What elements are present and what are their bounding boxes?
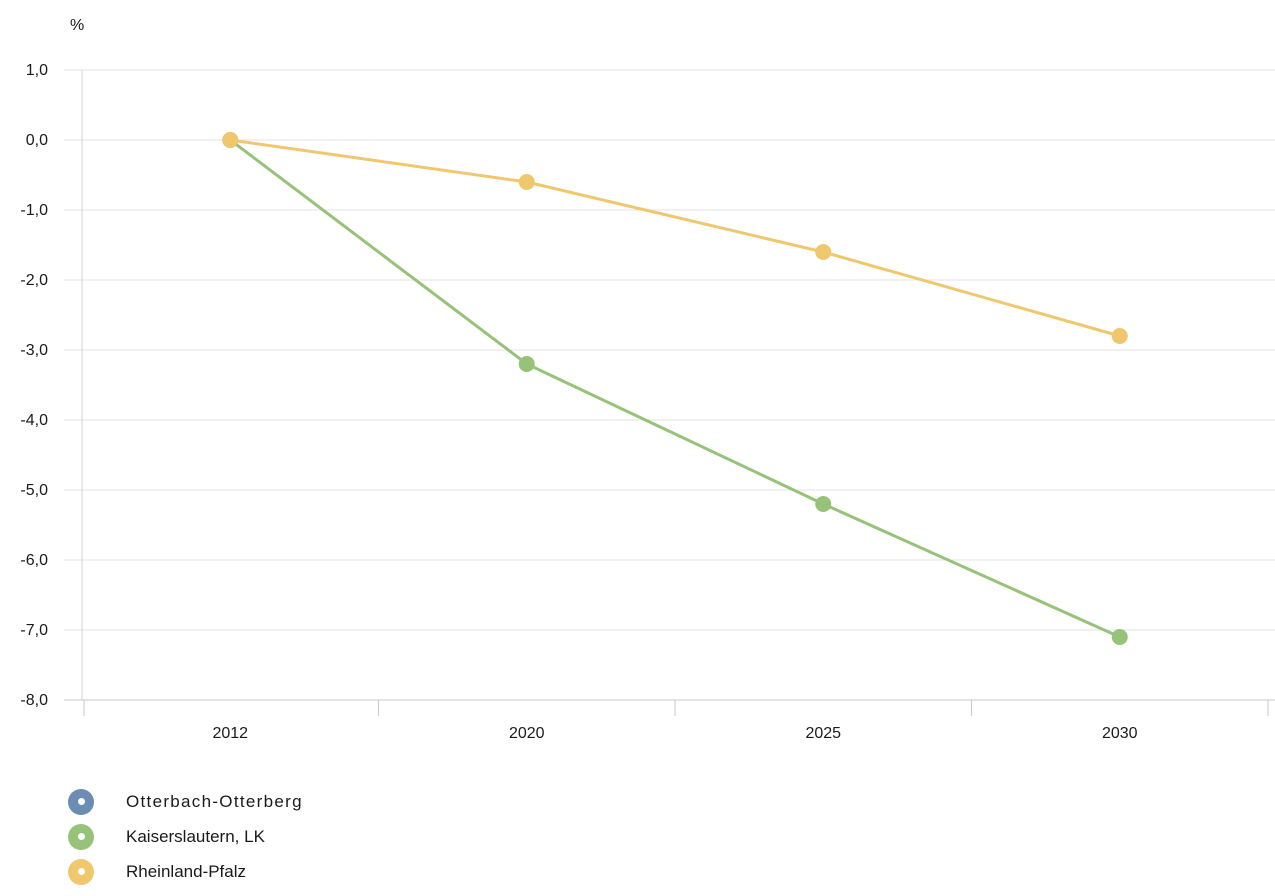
legend-marker-rheinland-pfalz	[68, 858, 94, 885]
legend-marker-kaiserslautern	[68, 823, 94, 850]
legend-marker-otterbach	[68, 788, 94, 815]
y-tick-label: -5,0	[20, 482, 48, 499]
x-tick-label: 2030	[1102, 725, 1138, 742]
legend-label-otterbach: Otterbach-Otterberg	[126, 791, 303, 811]
data-point	[815, 496, 832, 512]
data-point	[815, 244, 832, 260]
legend-label-rheinland-pfalz: Rheinland-Pfalz	[126, 861, 247, 881]
y-tick-label: 1,0	[26, 62, 48, 79]
x-tick-label: 2012	[212, 725, 248, 742]
data-point	[1111, 328, 1128, 344]
y-tick-label: -1,0	[20, 202, 48, 219]
x-tick-label: 2025	[805, 725, 841, 742]
y-unit-label: %	[70, 17, 84, 34]
y-tick-label: -4,0	[20, 412, 48, 429]
y-tick-label: -8,0	[20, 692, 48, 709]
series-line-2	[228, 138, 1122, 338]
data-point	[518, 356, 535, 372]
data-point	[1111, 629, 1128, 645]
data-point	[222, 132, 239, 148]
y-tick-label: 0,0	[26, 132, 48, 149]
x-tick-label: 2020	[509, 725, 545, 742]
y-tick-label: -6,0	[20, 552, 48, 569]
legend-item-kaiserslautern[interactable]: Kaiserslautern, LK	[68, 819, 303, 854]
y-tick-label: -7,0	[20, 622, 48, 639]
legend: Otterbach-Otterberg Kaiserslautern, LK R…	[68, 784, 303, 889]
data-point	[518, 174, 535, 190]
legend-item-otterbach[interactable]: Otterbach-Otterberg	[68, 784, 303, 819]
y-tick-label: -3,0	[20, 342, 48, 359]
y-tick-label: -2,0	[20, 272, 48, 289]
line-chart: % 1,0 0,0 -1,0 -2,0 -3,0 -4,0 -5,0 -6,0 -7,0 -8,0 2…	[20, 17, 1275, 742]
series-line-1	[228, 138, 1122, 639]
legend-item-rheinland-pfalz[interactable]: Rheinland-Pfalz	[68, 854, 303, 889]
legend-label-kaiserslautern: Kaiserslautern, LK	[126, 826, 265, 846]
